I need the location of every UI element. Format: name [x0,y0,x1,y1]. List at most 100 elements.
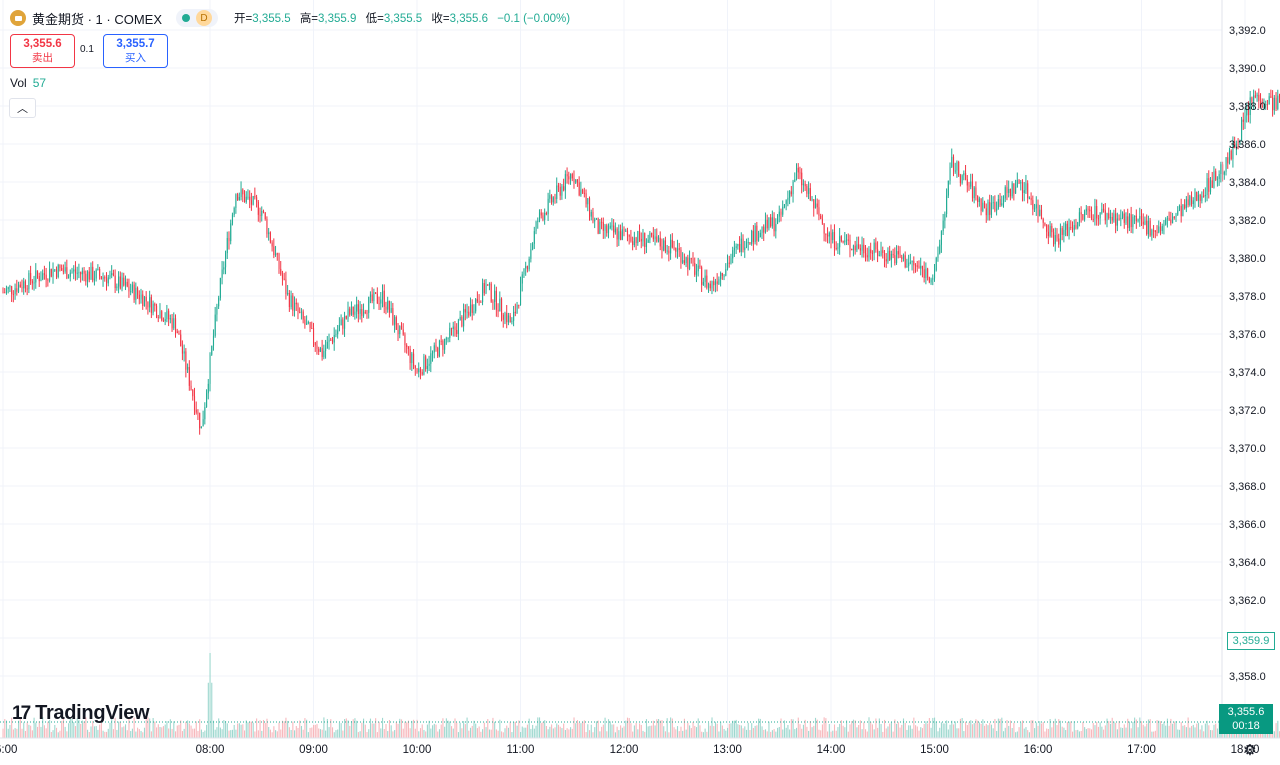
volume-bar [426,724,428,738]
volume-bar [366,732,368,738]
volume-bar [1213,724,1215,738]
candle-body [623,229,625,231]
candle-body [1127,216,1129,229]
volume-bar [1203,731,1205,738]
candle-body [990,202,993,215]
candle-body [946,195,948,214]
candle-body [664,240,666,252]
volume-bar [1137,727,1139,738]
volume-bar [1163,722,1165,738]
volume-bar [392,731,394,738]
candle-body [331,339,334,343]
candle-body [1228,150,1231,164]
tradingview-logo[interactable]: 17 TradingView [12,702,150,725]
volume-bar [952,724,955,738]
volume-bar [975,719,977,738]
candle-body [225,253,227,268]
volume-bar [1023,728,1025,738]
volume-bar [899,727,901,738]
symbol-title[interactable]: 黄金期货 · 1 · COMEX [32,11,163,27]
candle-body [476,299,478,302]
candle-body [639,231,641,239]
candle-body [369,294,372,297]
volume-bar [1194,727,1196,738]
candle-body [1137,219,1139,222]
candle-body [480,301,482,303]
volume-bar [744,726,746,738]
volume-bar [708,722,710,738]
volume-bar [62,718,64,738]
candle-body [966,179,968,186]
candle-body [930,279,932,283]
candle-body [342,319,344,329]
candle-body [977,195,979,203]
volume-bar [494,721,496,738]
volume-bar [299,720,301,738]
candle-body [1051,225,1053,233]
volume-bar [285,717,287,738]
volume-bar [444,726,446,738]
volume-bar [1061,726,1063,738]
volume-bar [514,721,516,738]
candle-body [716,281,718,284]
buy-button[interactable]: 3,355.7 买入 [103,34,168,68]
candle-body [159,311,161,318]
market-status-pill[interactable]: D [176,9,219,27]
candle-body [897,251,899,255]
volume-bar [497,730,499,738]
collapse-legend-button[interactable]: ︿ [9,98,36,118]
volume-bar [966,725,968,738]
volume-bar [369,718,372,738]
volume-bar [1008,725,1010,738]
volume-legend[interactable]: Vol 57 [10,76,46,90]
volume-bar [613,724,615,738]
volume-bar [821,724,823,738]
candle-body [963,173,965,176]
volume-bar [59,730,61,738]
candle-body [678,248,680,250]
gear-icon[interactable]: ⚙ [1243,742,1257,759]
candle-body [1165,219,1167,225]
candle-body [601,221,603,223]
candle-body [796,167,798,180]
volume-bar [747,722,749,738]
candle-body [785,200,787,205]
volume-bar [1009,720,1011,738]
candle-body [1068,227,1070,236]
candle-body [673,247,675,249]
candle-body [11,286,13,294]
volume-bar [92,721,94,738]
volume-bar [1199,729,1201,738]
candlestick-series [2,88,1280,435]
candle-body [840,236,842,242]
volume-bar [126,730,128,738]
sell-button[interactable]: 3,355.6 卖出 [10,34,75,68]
volume-bar [123,726,125,738]
candle-body [1115,213,1117,226]
volume-bar [31,730,33,738]
volume-bar [507,727,510,738]
candle-body [292,295,294,311]
sell-label: 卖出 [32,52,53,64]
volume-bar [273,726,275,738]
gold-symbol-icon [10,10,26,26]
volume-bar [1215,723,1217,738]
candle-body [12,293,14,295]
volume-bar [21,728,23,738]
candle-body [706,275,708,288]
candle-body [1175,214,1177,218]
volume-bar [866,731,868,738]
candle-body [1058,238,1060,245]
volume-bar [963,731,965,738]
volume-bar [925,721,927,738]
volume-bar [356,720,358,738]
candle-body [1225,157,1227,172]
volume-bar [319,729,321,738]
candle-body [138,294,140,300]
candle-body [682,260,684,263]
volume-bar [109,722,111,738]
volume-bar [306,719,308,738]
candle-body [711,281,713,289]
y-tick-label: 3,358.0 [1229,671,1266,683]
